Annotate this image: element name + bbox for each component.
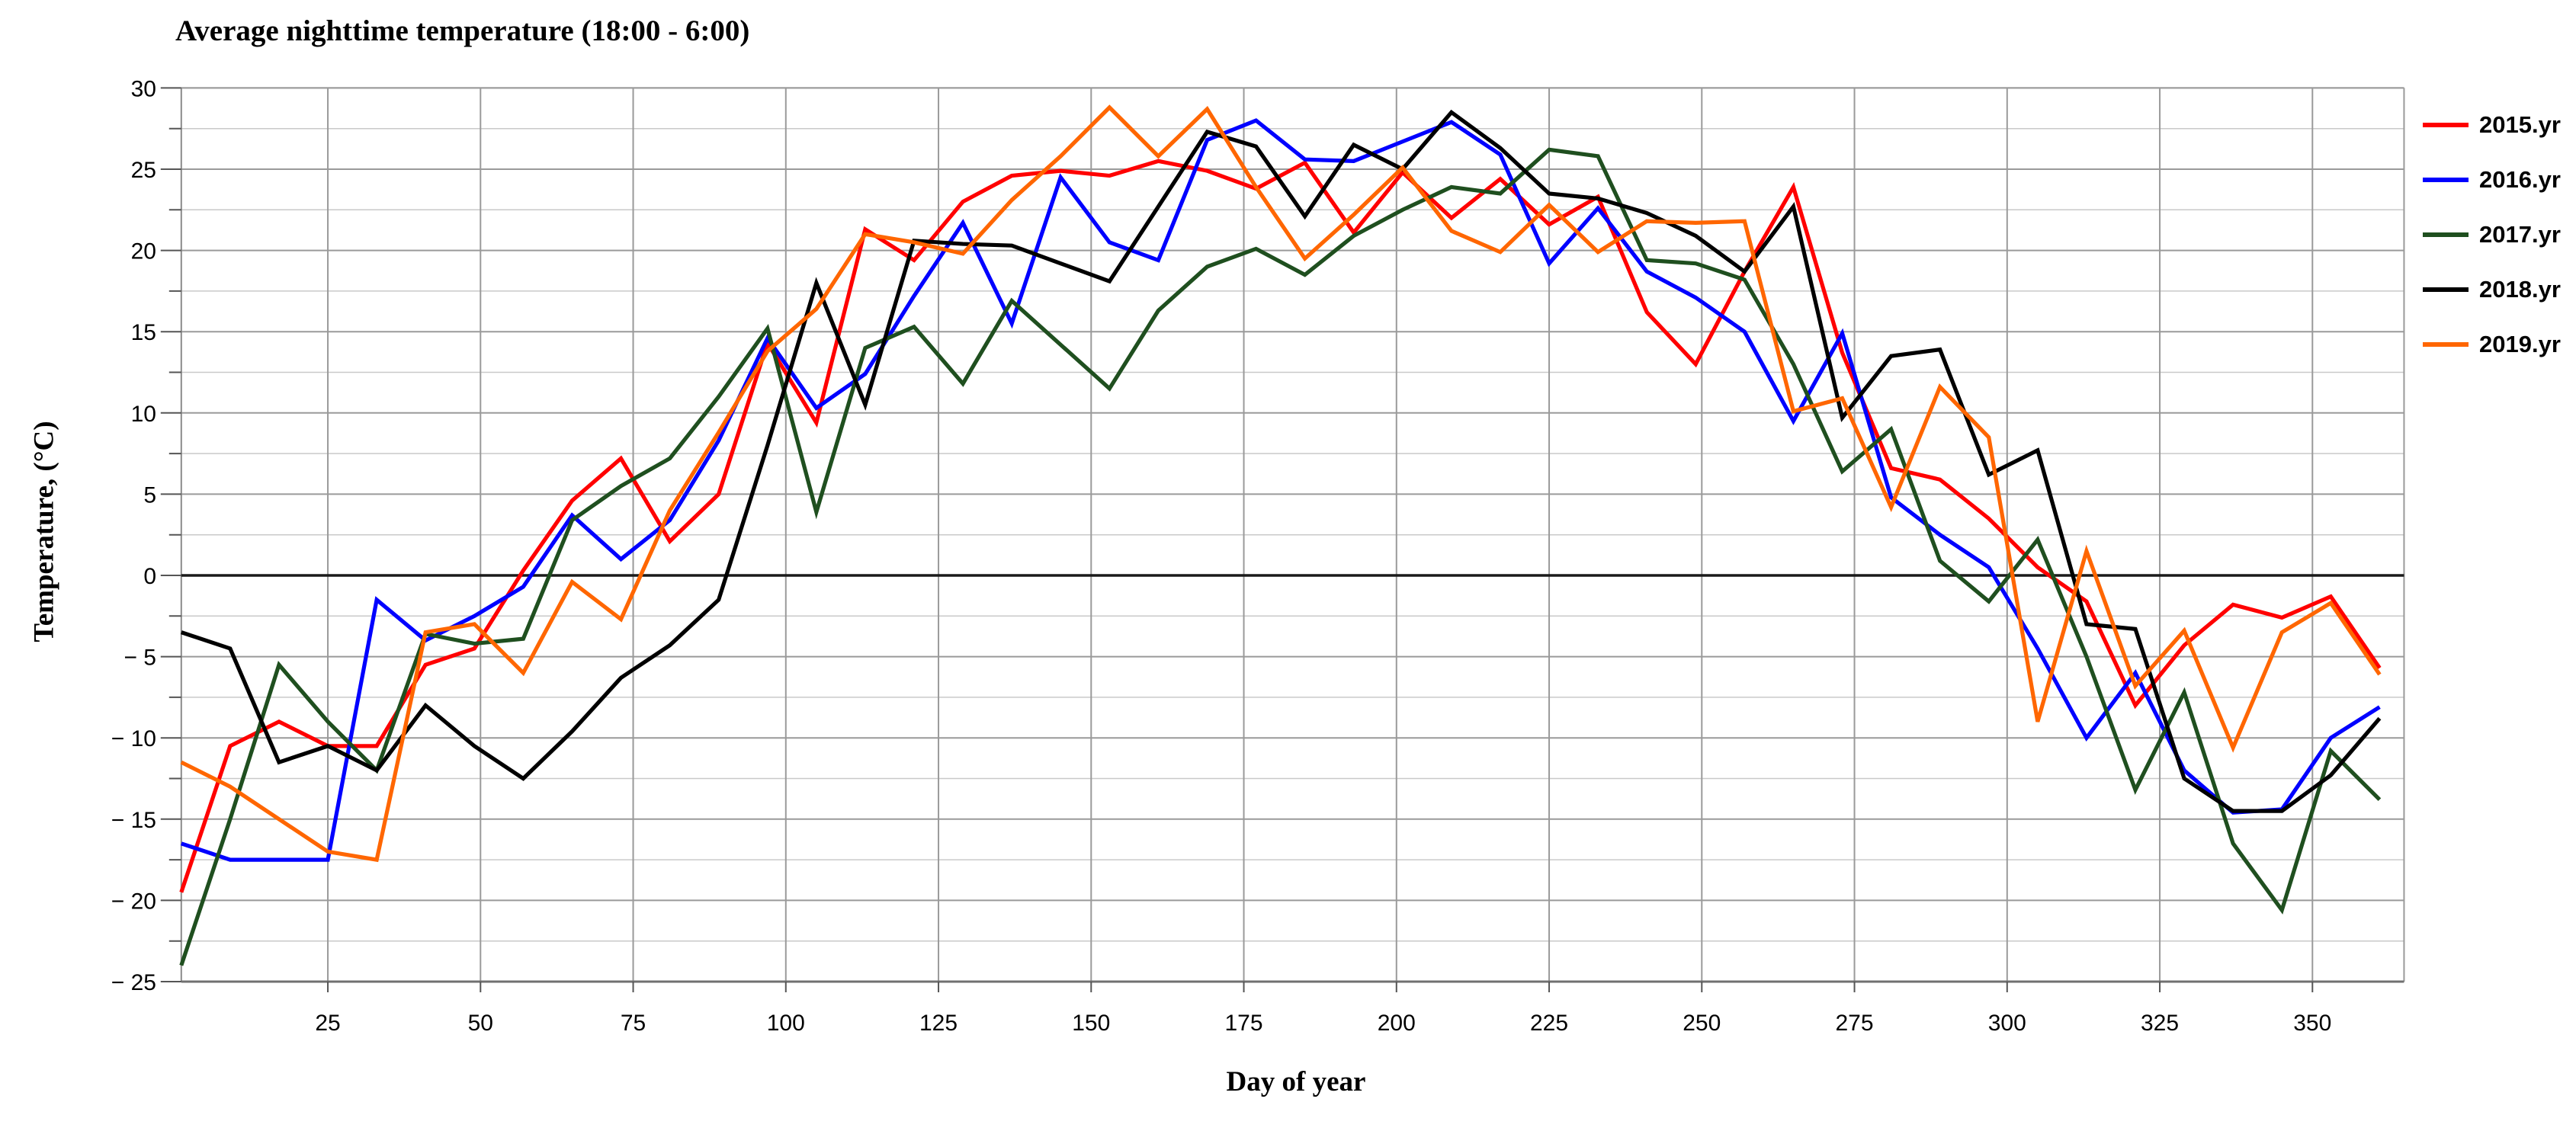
legend-label: 2017.yr: [2479, 221, 2561, 248]
x-tick-label: 125: [919, 1011, 958, 1036]
legend-swatch-icon: [2423, 123, 2469, 127]
y-tick-label: 10: [131, 402, 156, 427]
x-tick-label: 325: [2141, 1011, 2179, 1036]
y-tick-label: 15: [131, 320, 156, 345]
series-line-2018.yr: [180, 109, 2382, 813]
legend-label: 2016.yr: [2479, 166, 2561, 193]
chart-title: Average nighttime temperature (18:00 - 6…: [175, 14, 750, 47]
legend-item-2019.yr: 2019.yr: [2423, 317, 2575, 372]
series-line-2017.yr: [179, 147, 2382, 966]
x-axis-title: Day of year: [1226, 1066, 1366, 1097]
legend-label: 2018.yr: [2479, 276, 2561, 303]
series-line-2015.yr: [179, 159, 2382, 893]
y-tick-label: 30: [131, 76, 156, 101]
x-tick-label: 100: [767, 1011, 805, 1036]
x-tick-label: 225: [1530, 1011, 1568, 1036]
y-tick-label: − 15: [111, 808, 156, 833]
y-tick-label: 20: [131, 239, 156, 264]
legend-swatch-icon: [2423, 232, 2469, 237]
legend-item-2016.yr: 2016.yr: [2423, 152, 2575, 207]
legend-swatch-icon: [2423, 178, 2469, 182]
series-line-2019.yr: [180, 104, 2382, 863]
legend-label: 2019.yr: [2479, 331, 2561, 357]
legend-swatch-icon: [2423, 342, 2469, 347]
x-tick-label: 300: [1988, 1011, 2026, 1036]
x-tick-label: 25: [315, 1011, 340, 1036]
series-line-2016.yr: [180, 118, 2381, 862]
x-tick-label: 200: [1378, 1011, 1416, 1036]
y-tick-label: 25: [131, 158, 156, 183]
x-tick-label: 50: [468, 1011, 493, 1036]
x-tick-label: 275: [1836, 1011, 1874, 1036]
legend-swatch-icon: [2423, 287, 2469, 292]
y-tick-label: − 5: [124, 646, 156, 671]
legend-item-2017.yr: 2017.yr: [2423, 207, 2575, 262]
y-tick-label: 0: [143, 564, 156, 589]
legend-label: 2015.yr: [2479, 111, 2561, 138]
y-axis-title: Temperature, (°C): [28, 421, 60, 642]
y-tick-label: − 10: [111, 726, 156, 751]
legend: 2015.yr 2016.yr 2017.yr 2018.yr 2019.yr: [2423, 98, 2575, 372]
legend-item-2015.yr: 2015.yr: [2423, 98, 2575, 152]
y-tick-label: 5: [143, 482, 156, 508]
legend-item-2018.yr: 2018.yr: [2423, 262, 2575, 317]
x-tick-label: 150: [1072, 1011, 1110, 1036]
x-tick-label: 175: [1225, 1011, 1263, 1036]
x-tick-label: 75: [621, 1011, 646, 1036]
x-tick-label: 350: [2293, 1011, 2331, 1036]
x-tick-label: 250: [1683, 1011, 1721, 1036]
y-tick-label: − 20: [111, 889, 156, 914]
y-tick-label: − 25: [111, 970, 156, 995]
